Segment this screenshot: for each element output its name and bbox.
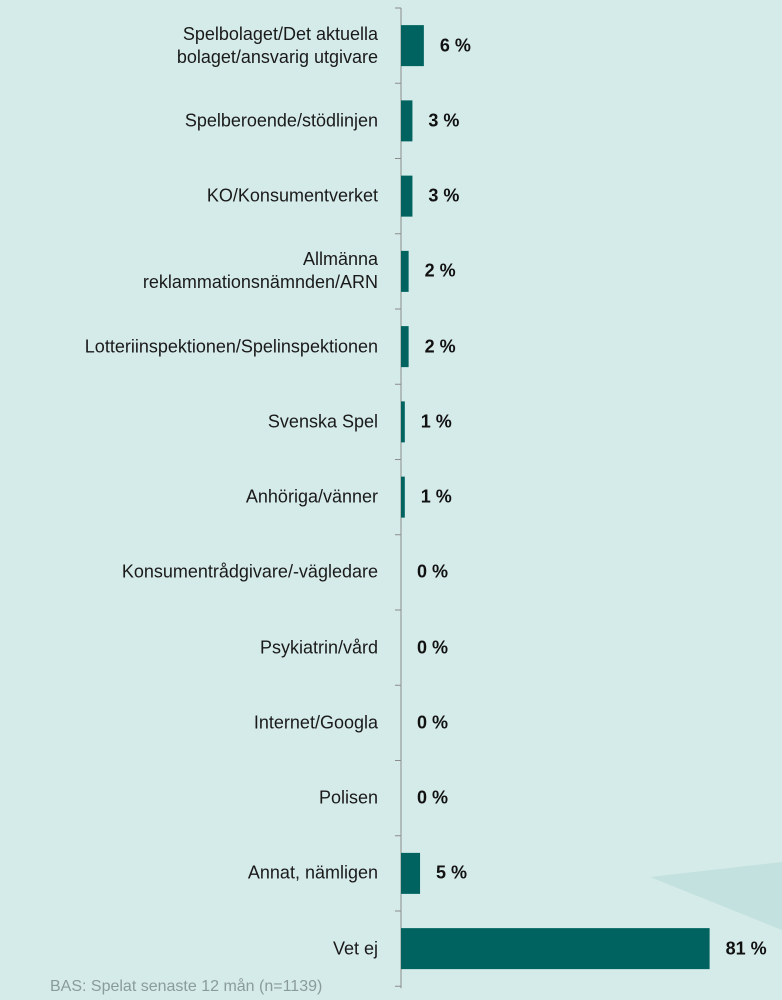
value-label: 81 % xyxy=(725,938,767,959)
decoration xyxy=(650,862,782,930)
category-label: Spelberoende/stödlinjen xyxy=(184,110,378,131)
category-label: Lotteriinspektionen/Spelinspektionen xyxy=(84,336,378,357)
value-label: 1 % xyxy=(420,486,452,507)
category-label: Internet/Googla xyxy=(253,712,378,733)
value-label: 0 % xyxy=(417,561,449,582)
value-label: 5 % xyxy=(436,862,468,883)
category-label: Vet ej xyxy=(332,938,378,959)
value-label: 0 % xyxy=(417,637,449,658)
bar xyxy=(401,928,710,970)
bar xyxy=(401,175,413,217)
bar xyxy=(401,100,413,142)
category-label: Annat, nämligen xyxy=(247,862,378,883)
category-label: Spelbolaget/Det aktuella bolaget/ansvari… xyxy=(176,23,378,67)
bar xyxy=(401,476,405,518)
category-label: Polisen xyxy=(318,787,378,808)
value-label: 0 % xyxy=(417,787,449,808)
bar xyxy=(401,25,424,67)
footnote: BAS: Spelat senaste 12 mån (n=1139) xyxy=(50,978,323,995)
value-label: 6 % xyxy=(439,35,471,56)
value-label: 3 % xyxy=(428,185,460,206)
value-label: 1 % xyxy=(420,411,452,432)
value-label: 3 % xyxy=(428,110,460,131)
value-label: 0 % xyxy=(417,712,449,733)
category-label: Anhöriga/vänner xyxy=(245,486,378,507)
bar xyxy=(401,250,409,292)
category-label: Svenska Spel xyxy=(267,411,378,432)
bar xyxy=(401,852,421,894)
bar xyxy=(401,326,409,368)
category-label: Konsumentrådgivare/-vägledare xyxy=(121,561,378,582)
category-label: Psykiatrin/vård xyxy=(259,637,378,658)
value-label: 2 % xyxy=(424,336,456,357)
bar xyxy=(401,401,405,443)
category-label: KO/Konsumentverket xyxy=(206,185,378,206)
category-label: Allmänna reklammationsnämnden/ARN xyxy=(142,249,378,293)
value-label: 2 % xyxy=(424,260,456,281)
